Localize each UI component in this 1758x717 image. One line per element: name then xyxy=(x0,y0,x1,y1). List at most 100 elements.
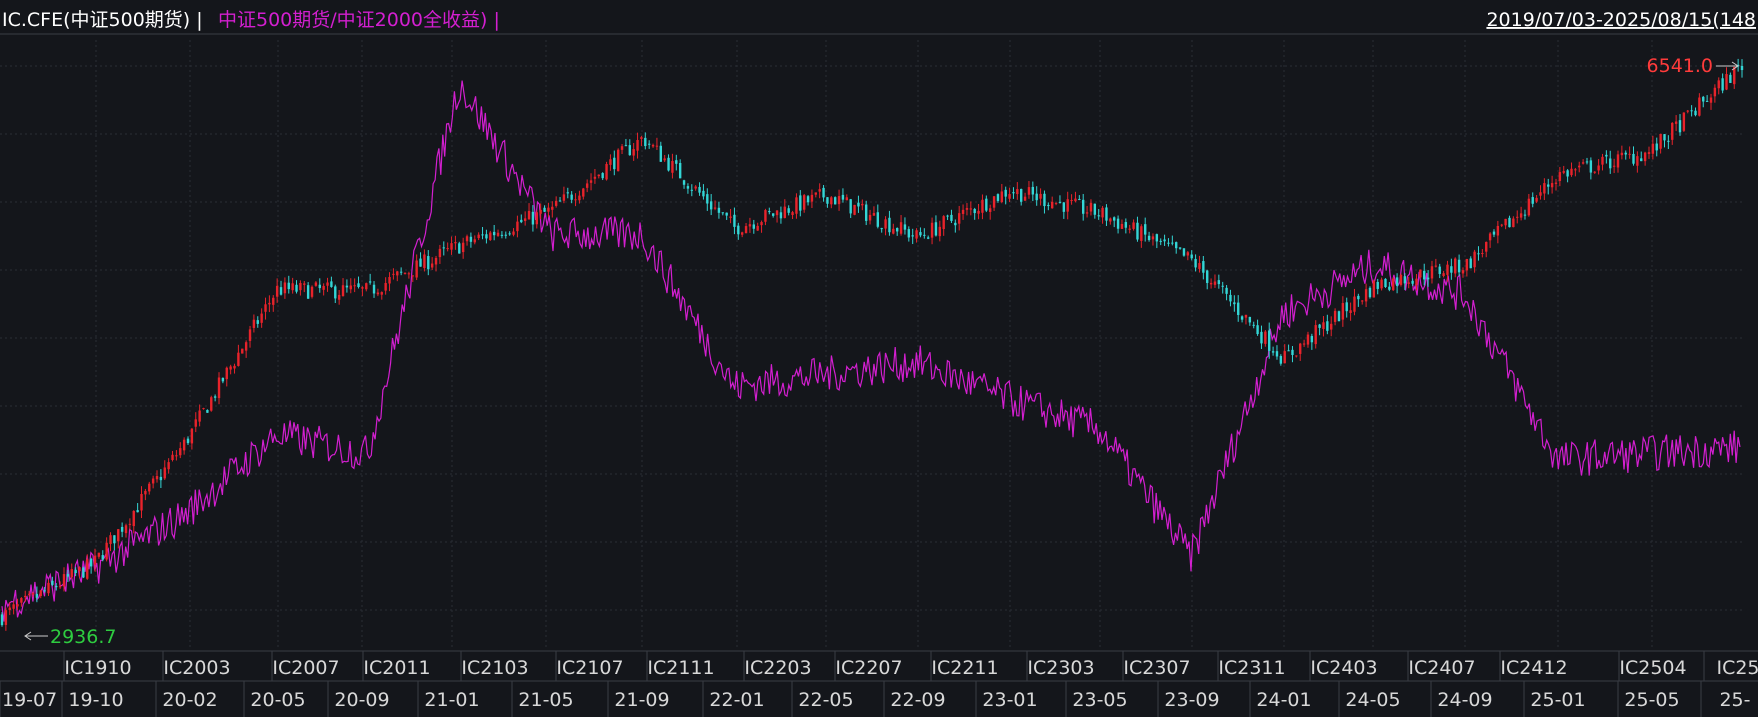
candle-body xyxy=(132,510,135,527)
candle-body xyxy=(365,283,368,290)
candle-body xyxy=(1597,165,1600,171)
candle-body xyxy=(682,180,686,185)
candle-54 xyxy=(210,395,213,412)
candle-5 xyxy=(20,597,23,607)
candle-296 xyxy=(1147,231,1151,242)
candle-body xyxy=(291,283,294,291)
candle-197 xyxy=(764,208,767,226)
date-label-5: 21-01 xyxy=(424,689,479,711)
candle-body xyxy=(779,212,783,219)
contract-label-3: IC2011 xyxy=(363,657,430,679)
candle-body xyxy=(1306,334,1310,345)
candle-64 xyxy=(248,325,252,348)
candle-428 xyxy=(1659,133,1662,154)
candle-body xyxy=(303,283,306,285)
candle-180 xyxy=(698,182,701,196)
candle-body xyxy=(1314,325,1317,345)
candle-350 xyxy=(1357,293,1360,307)
candle-131 xyxy=(508,231,511,236)
candle-body xyxy=(857,202,860,207)
candle-97 xyxy=(376,288,380,297)
candle-body xyxy=(39,590,42,597)
candle-129 xyxy=(500,231,504,239)
contract-label-5: IC2107 xyxy=(556,657,623,679)
candle-body xyxy=(155,475,159,480)
candle-body xyxy=(671,160,674,173)
candle-209 xyxy=(810,189,814,209)
candle-361 xyxy=(1399,273,1403,287)
candle-10 xyxy=(39,589,42,599)
candle-100 xyxy=(388,272,391,292)
candle-388 xyxy=(1504,218,1507,230)
candle-body xyxy=(1178,247,1182,249)
candle-86 xyxy=(334,284,337,304)
candle-body xyxy=(1395,277,1399,286)
candle-body xyxy=(539,209,542,214)
candle-body xyxy=(640,137,643,139)
candle-body xyxy=(82,567,85,578)
candle-body xyxy=(628,145,631,156)
candle-306 xyxy=(1186,251,1190,261)
candle-394 xyxy=(1527,193,1531,217)
candle-body xyxy=(721,212,725,214)
candle-303 xyxy=(1175,241,1178,254)
candle-body xyxy=(1593,171,1596,173)
candle-body xyxy=(1132,222,1135,229)
candle-body xyxy=(659,145,662,162)
candle-18 xyxy=(70,563,73,580)
candle-224 xyxy=(868,209,872,225)
candle-body xyxy=(783,206,787,218)
candle-48 xyxy=(186,436,190,445)
chart-date-range[interactable]: 2019/07/03-2025/08/15(148 xyxy=(1486,9,1756,31)
candle-body xyxy=(330,281,333,287)
candle-69 xyxy=(268,295,271,313)
candle-body xyxy=(1140,226,1143,241)
candle-300 xyxy=(1163,234,1166,246)
candle-body xyxy=(527,210,531,220)
candle-314 xyxy=(1217,274,1221,289)
candle-155 xyxy=(601,172,604,181)
candle-body xyxy=(438,248,442,258)
candle-body xyxy=(1508,217,1511,228)
candle-14 xyxy=(55,583,58,591)
candle-106 xyxy=(411,275,414,283)
candle-60 xyxy=(233,363,236,374)
candle-193 xyxy=(748,217,752,233)
candle-body xyxy=(965,208,969,210)
date-label-12: 23-05 xyxy=(1072,689,1127,711)
candle-365 xyxy=(1415,273,1418,291)
candle-body xyxy=(1709,97,1713,103)
candle-body xyxy=(787,208,790,213)
candle-body xyxy=(136,510,139,513)
candle-body xyxy=(62,574,66,587)
candle-body xyxy=(647,143,651,145)
candle-439 xyxy=(1702,95,1705,108)
candle-body xyxy=(357,283,360,287)
candle-113 xyxy=(438,244,442,264)
candle-body xyxy=(485,234,488,239)
candle-233 xyxy=(903,217,907,235)
candle-142 xyxy=(551,201,554,218)
candle-174 xyxy=(675,154,678,171)
contract-label-6: IC2111 xyxy=(647,657,714,679)
candle-body xyxy=(1302,343,1306,345)
candle-body xyxy=(934,222,938,236)
candle-body xyxy=(760,222,763,226)
candle-24 xyxy=(93,548,97,572)
candle-body xyxy=(1019,188,1023,202)
candle-278 xyxy=(1078,195,1081,201)
candle-53 xyxy=(206,409,209,413)
candle-body xyxy=(376,292,380,295)
candle-body xyxy=(461,242,465,253)
candle-9 xyxy=(35,586,39,603)
candle-32 xyxy=(124,523,128,538)
candle-25 xyxy=(97,552,101,559)
candle-body xyxy=(1392,278,1395,291)
candle-body xyxy=(1109,218,1112,222)
candle-body xyxy=(372,284,376,294)
candle-body xyxy=(1554,182,1558,184)
candle-281 xyxy=(1089,199,1093,216)
candle-body xyxy=(744,226,748,234)
candle-body xyxy=(554,200,558,206)
